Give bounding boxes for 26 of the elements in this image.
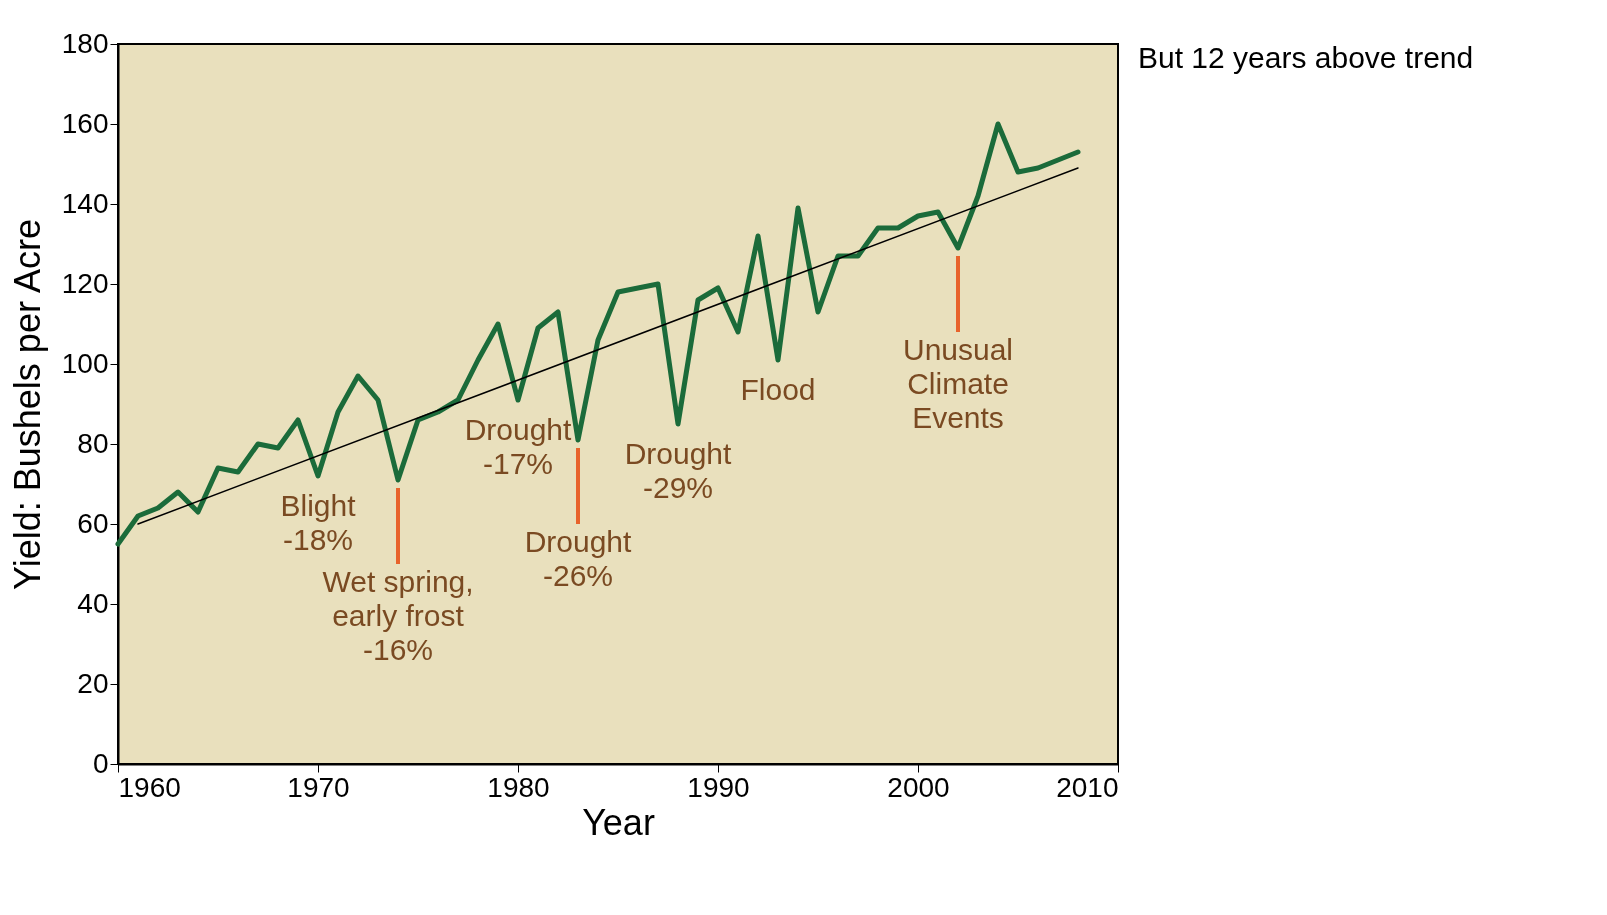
y-axis-title: Yield: Bushels per Acre bbox=[6, 219, 48, 590]
y-tick-label: 60 bbox=[77, 507, 109, 539]
y-tick-label: 20 bbox=[77, 667, 109, 699]
y-tick-label: 120 bbox=[61, 267, 109, 299]
y-tick-label: 100 bbox=[61, 347, 109, 379]
x-tick-label: 1970 bbox=[287, 771, 350, 803]
text: But 12 years above trend bbox=[1138, 41, 1474, 74]
annotation: Unusual Climate Events bbox=[902, 333, 1014, 434]
y-tick-label: 40 bbox=[77, 587, 109, 619]
annotation: Wet spring, early frost -16% bbox=[322, 565, 474, 666]
y-tick-label: 80 bbox=[77, 427, 109, 459]
y-tick-label: 180 bbox=[61, 27, 109, 59]
annotation: Blight -18% bbox=[280, 489, 357, 556]
x-tick-label: 2010 bbox=[1056, 771, 1119, 803]
x-tick-label: 1980 bbox=[487, 771, 550, 803]
x-tick-label: 1990 bbox=[687, 771, 750, 803]
annotation: Drought -29% bbox=[624, 437, 733, 504]
x-tick-label: 2000 bbox=[887, 771, 950, 803]
x-axis-title: Year bbox=[582, 801, 655, 843]
x-tick-label: 1960 bbox=[118, 771, 181, 803]
annotation: Flood bbox=[740, 373, 816, 406]
annotation: Drought -26% bbox=[524, 525, 633, 592]
y-tick-label: 140 bbox=[61, 187, 109, 219]
annotation: Drought -17% bbox=[464, 413, 573, 480]
y-tick-label: 160 bbox=[61, 107, 109, 139]
y-tick-label: 0 bbox=[92, 747, 109, 779]
